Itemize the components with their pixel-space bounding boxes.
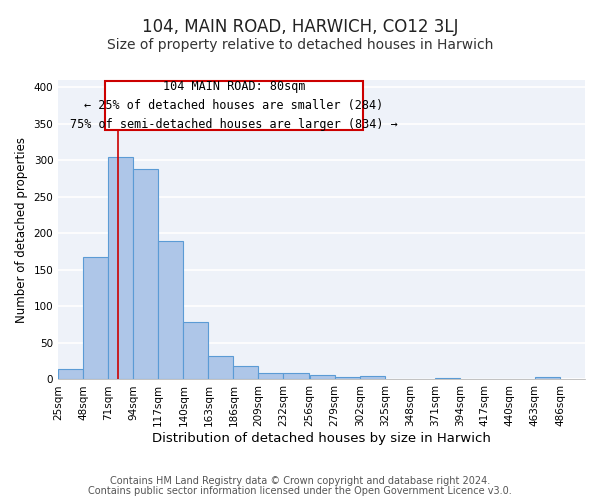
Bar: [335, 378, 359, 380]
Text: Contains public sector information licensed under the Open Government Licence v3: Contains public sector information licen…: [88, 486, 512, 496]
Bar: [184, 322, 208, 380]
Text: 104 MAIN ROAD: 80sqm
← 25% of detached houses are smaller (284)
75% of semi-deta: 104 MAIN ROAD: 80sqm ← 25% of detached h…: [70, 80, 398, 131]
Y-axis label: Number of detached properties: Number of detached properties: [15, 136, 28, 322]
Bar: [233, 366, 259, 380]
Bar: [310, 375, 335, 380]
Bar: [259, 373, 283, 380]
Text: Contains HM Land Registry data © Crown copyright and database right 2024.: Contains HM Land Registry data © Crown c…: [110, 476, 490, 486]
Text: Size of property relative to detached houses in Harwich: Size of property relative to detached ho…: [107, 38, 493, 52]
Bar: [108, 156, 133, 380]
Bar: [208, 356, 233, 380]
Bar: [83, 258, 108, 380]
Bar: [283, 373, 308, 380]
Bar: [158, 240, 184, 380]
Bar: [58, 368, 83, 380]
Bar: [385, 378, 410, 380]
Bar: [133, 169, 158, 380]
Bar: [105, 82, 363, 130]
X-axis label: Distribution of detached houses by size in Harwich: Distribution of detached houses by size …: [152, 432, 491, 445]
Bar: [359, 376, 385, 380]
Bar: [435, 378, 460, 380]
Bar: [535, 378, 560, 380]
Text: 104, MAIN ROAD, HARWICH, CO12 3LJ: 104, MAIN ROAD, HARWICH, CO12 3LJ: [142, 18, 458, 36]
